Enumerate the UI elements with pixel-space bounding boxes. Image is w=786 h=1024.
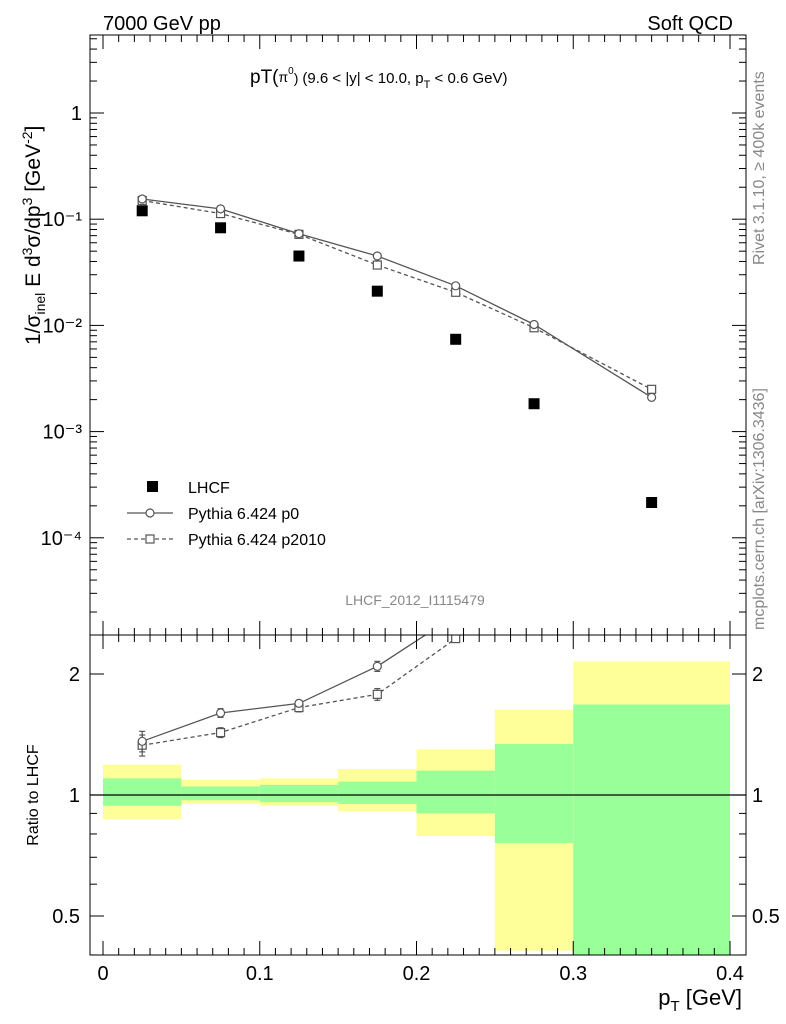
ratio-point-p0 [372, 661, 382, 671]
ratio-line-p2010 [142, 638, 457, 746]
main-y-tick-label: 1 [71, 103, 82, 125]
p0-point [294, 229, 304, 239]
ratio-point-p0 [215, 708, 226, 718]
lhcf-point [136, 205, 148, 217]
lhcf-point [450, 333, 462, 345]
p0-point [451, 281, 461, 291]
main-y-tick-label: 10⁻² [43, 315, 83, 337]
p0-point [137, 194, 147, 204]
ratio-y-tick-label-right: 0.5 [752, 906, 780, 928]
p0-point [529, 319, 539, 330]
p2010-point [647, 384, 657, 394]
category-label: Soft QCD [647, 13, 733, 35]
lhcf-point [293, 250, 305, 262]
main-y-tick-label: 10⁻⁴ [41, 528, 82, 550]
mcplots-reference-label: mcplots.cern.ch [arXiv:1306.3436] [751, 388, 768, 630]
ratio-y-tick-label: 2 [69, 664, 80, 686]
analysis-id-label: LHCF_2012_I1115479 [345, 592, 485, 608]
ratio-y-axis-label: Ratio to LHCF [25, 744, 42, 846]
x-tick-label: 0.3 [559, 963, 587, 985]
x-tick-label: 0.4 [716, 963, 744, 985]
uncertainty-band-inner [181, 786, 260, 801]
p0-point [215, 204, 226, 214]
main-spectrum-plot: 10⁻⁴ 10⁻³ 10⁻² 10⁻¹ 1 pT(π0) (9.6 < |y| < 10.… [19, 34, 747, 636]
ratio-series-group [137, 635, 461, 757]
x-tick-label: 0.1 [246, 963, 274, 985]
uncertainty-band-inner [494, 743, 574, 843]
x-tick-label: 0.2 [403, 963, 431, 985]
x-tick-label: 0 [97, 963, 108, 985]
lhcf-point [646, 496, 658, 508]
legend: LHCF Pythia 6.424 p0 Pythia 6.424 p2010 [127, 480, 326, 549]
lhcf-point [528, 398, 540, 410]
main-y-tick-label: 10⁻¹ [43, 209, 83, 231]
lhcf-point [215, 222, 227, 234]
ratio-line-p0 [141, 635, 427, 742]
uncertainty-band-inner [103, 778, 182, 806]
ratio-y-tick-label: 1 [69, 785, 80, 807]
p0-point [372, 251, 382, 261]
ratio-point-p0 [137, 736, 147, 746]
ratio-y-tick-label: 0.5 [52, 906, 80, 928]
legend-marker-p0 [145, 508, 155, 518]
ratio-point-p2010 [215, 727, 226, 738]
main-y-tick-label: 10⁻³ [43, 422, 83, 444]
ratio-y-tick-label-right: 2 [752, 664, 763, 686]
ratio-point-p0 [294, 698, 304, 709]
p0-point [647, 392, 657, 402]
plot-title: pT(π0) (9.6 < |y| < 10.0, pT < 0.6 GeV) [250, 66, 507, 91]
x-axis-label: pT [GeV] [658, 985, 742, 1015]
ratio-plot: 0.5 0.5 1 1 2 2 0 0.1 0.2 0.3 0.4 Ratio to LHCF pT… [25, 634, 780, 1015]
p2010-point [372, 260, 382, 270]
uncertainty-band-inner [259, 784, 339, 803]
legend-marker-p2010 [145, 534, 155, 544]
ratio-y-tick-label-right: 1 [752, 785, 763, 807]
main-y-axis-label: 1/σinel E d3σ/dp3 [GeV-2] [19, 126, 48, 345]
legend-marker-lhcf [147, 481, 158, 492]
legend-label-p0: Pythia 6.424 p0 [188, 506, 299, 523]
ratio-point-p2010 [451, 635, 461, 644]
ratio-point-p2010 [372, 689, 382, 699]
uncertainty-band-inner [338, 781, 417, 804]
uncertainty-band-inner [416, 770, 495, 814]
legend-label-p2010: Pythia 6.424 p2010 [188, 532, 326, 549]
lhcf-point [371, 285, 383, 297]
legend-label-lhcf: LHCF [188, 480, 230, 497]
uncertainty-band-inner [573, 704, 730, 955]
rivet-version-label: Rivet 3.1.10, ≥ 400k events [751, 71, 768, 265]
energy-label: 7000 GeV pp [103, 13, 221, 35]
